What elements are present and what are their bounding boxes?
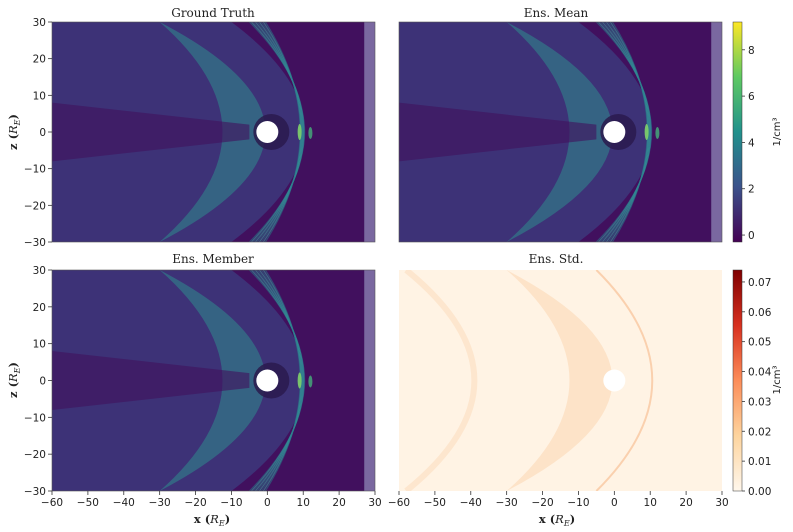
- colorbar-std: [732, 269, 743, 492]
- ytick-label: 20: [33, 302, 46, 314]
- earth-mask: [256, 369, 279, 392]
- colorbar-density: [732, 21, 743, 243]
- title-ensemble-std: Ens. Std.: [529, 252, 584, 266]
- bright-streak: [655, 127, 660, 139]
- colorbar-ticks: 8 6 4 2 0 0.07 0.06 0.05 0.04 0.03 0.02 0.01 0.00: [742, 45, 772, 498]
- ytick-label: 0: [39, 376, 46, 388]
- xtick-label: 20: [332, 497, 345, 509]
- magnetosheath: [506, 22, 613, 242]
- earth-mask: [603, 121, 626, 143]
- colorbar-tick-label: 6: [748, 91, 755, 103]
- tail-region: [399, 102, 597, 162]
- panel-frame: [398, 21, 723, 243]
- colorbar-tick-label: 0.07: [748, 277, 771, 289]
- ground-truth-panel: [51, 21, 376, 243]
- colorbar-tick-label: 0.00: [748, 486, 771, 498]
- colorbar-tick-label: 0.03: [748, 396, 771, 408]
- colorbar-tick-label: 0.05: [748, 337, 771, 349]
- std-sheath: [506, 270, 613, 491]
- ytick-label: 30: [33, 17, 46, 29]
- ensemble-member-panel: [51, 269, 376, 492]
- xtick-label: −40: [113, 497, 135, 509]
- xlabel-right: x (RE): [539, 512, 575, 528]
- bright-streak: [297, 372, 302, 389]
- xlabel-left: x (RE): [194, 512, 230, 528]
- ytick-label: −30: [24, 486, 46, 498]
- title-ground-truth: Ground Truth: [171, 6, 255, 20]
- xtick-label: 10: [297, 497, 310, 509]
- inflow-boundary: [364, 22, 375, 242]
- xtick-label: −50: [77, 497, 99, 509]
- colorbar-tick-label: 0: [748, 230, 755, 242]
- ytick-label: 30: [33, 265, 46, 277]
- xtick-label: 30: [368, 497, 381, 509]
- inflow-boundary: [364, 270, 375, 491]
- bright-streak: [644, 124, 649, 140]
- ytick-label: −20: [24, 200, 46, 212]
- inflow-boundary: [711, 22, 722, 242]
- bright-streak: [308, 127, 313, 139]
- xtick-label: −20: [184, 497, 206, 509]
- xtick-label: −30: [496, 497, 518, 509]
- colorbar-tick-label: 0.04: [748, 367, 772, 379]
- xtick-label: −20: [531, 497, 553, 509]
- ytick-label: −10: [24, 412, 46, 424]
- ylabel-bottom: z (RE): [6, 362, 22, 398]
- ytick-label: −20: [24, 449, 46, 461]
- ensemble-std-panel: [399, 270, 722, 491]
- xtick-label: −30: [149, 497, 171, 509]
- xtick-label: −60: [388, 497, 410, 509]
- xtick-label: 20: [679, 497, 692, 509]
- ytick-label: 10: [33, 90, 46, 102]
- ytick-label: 0: [39, 127, 46, 139]
- earth-mask: [603, 369, 626, 392]
- tail-region: [52, 102, 250, 162]
- ytick-label: 10: [33, 339, 46, 351]
- ytick-label: −30: [24, 237, 46, 249]
- xtick-label: 30: [715, 497, 728, 509]
- colorbar-tick-label: 0.01: [748, 456, 771, 468]
- colorbar-tick-label: 4: [748, 137, 755, 149]
- title-ensemble-member: Ens. Member: [172, 252, 254, 266]
- title-ensemble-mean: Ens. Mean: [524, 6, 589, 20]
- xtick-label: −60: [41, 497, 63, 509]
- colorbar-tick-label: 0.02: [748, 426, 771, 438]
- ytick-label: 20: [33, 54, 46, 66]
- xtick-label: −50: [424, 497, 446, 509]
- xtick-label: −40: [460, 497, 482, 509]
- colorbar-tick-label: 0.06: [748, 307, 772, 319]
- std-shock: [595, 270, 654, 491]
- colorbar-tick-label: 2: [748, 184, 755, 196]
- ylabel-top: z (RE): [6, 114, 22, 150]
- xtick-label: −10: [567, 497, 589, 509]
- magnetosheath: [159, 22, 266, 242]
- earth-mask: [256, 121, 279, 143]
- ytick-label: −10: [24, 164, 46, 176]
- colorbar-label-bottom: 1/cm³: [772, 366, 783, 395]
- xtick-label: 10: [644, 497, 657, 509]
- magnetosheath: [159, 270, 266, 491]
- xtick-label: 0: [611, 497, 618, 509]
- colorbar-label-top: 1/cm³: [772, 118, 783, 147]
- ensemble-mean-panel: [398, 21, 723, 243]
- colorbar-tick-label: 8: [748, 45, 755, 57]
- bright-streak: [297, 124, 302, 140]
- xtick-label: −10: [220, 497, 242, 509]
- tail-region: [52, 351, 250, 410]
- xtick-label: 0: [264, 497, 271, 509]
- bright-streak: [308, 375, 313, 388]
